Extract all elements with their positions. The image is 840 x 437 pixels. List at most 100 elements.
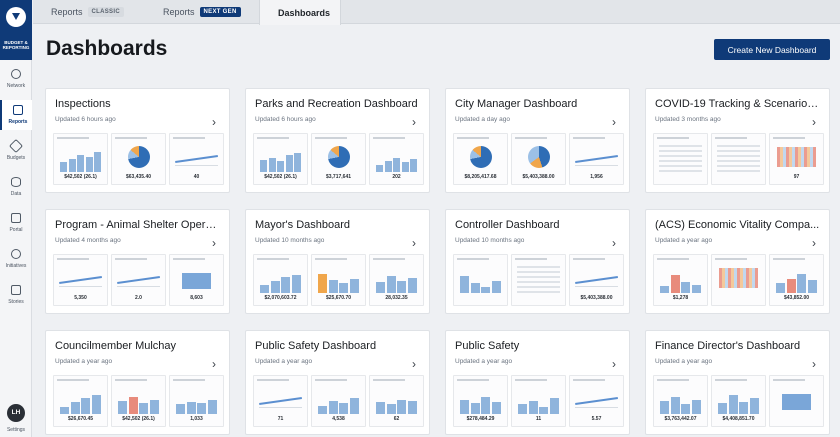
preview-widget bbox=[769, 375, 824, 427]
widget-value: $8,205,417.68 bbox=[464, 174, 497, 180]
tab-bar: Reports CLASSIC Reports NEXT GEN Dashboa… bbox=[33, 0, 840, 25]
chevron-right-icon[interactable]: › bbox=[612, 357, 616, 371]
card-updated: Updated 3 months ago bbox=[655, 116, 721, 123]
card-updated: Updated a year ago bbox=[455, 358, 513, 365]
widget-value: 1,033 bbox=[190, 416, 203, 422]
rail-item-label: Data bbox=[10, 191, 22, 197]
widget-value: $42,502 (26.1) bbox=[264, 174, 297, 180]
widget-value: $3,717,641 bbox=[325, 174, 352, 180]
card-title: Parks and Recreation Dashboard bbox=[255, 98, 418, 110]
preview-widget bbox=[511, 254, 566, 306]
card-updated: Updated a year ago bbox=[655, 237, 713, 244]
next-gen-badge: NEXT GEN bbox=[199, 7, 241, 17]
tab-dashboards[interactable]: Dashboards bbox=[259, 0, 341, 25]
rail-item-data[interactable]: Data bbox=[0, 172, 32, 202]
dashboard-card[interactable]: City Manager Dashboard Updated a day ago… bbox=[445, 88, 630, 193]
dashboard-card[interactable]: COVID-19 Tracking & Scenario P... Update… bbox=[645, 88, 830, 193]
create-new-dashboard-button[interactable]: Create New Dashboard bbox=[714, 39, 830, 60]
chevron-right-icon[interactable]: › bbox=[212, 115, 216, 129]
dashboard-card[interactable]: Public Safety Updated a year ago › $278,… bbox=[445, 330, 630, 435]
rail-item-label: Budgets bbox=[6, 155, 26, 161]
rail-item-label: Stories bbox=[8, 299, 24, 305]
card-updated: Updated a day ago bbox=[455, 116, 510, 123]
card-preview: 97 bbox=[653, 133, 824, 185]
preview-widget: $63,435.40 bbox=[111, 133, 166, 185]
card-preview: $1,278 $43,852.00 bbox=[653, 254, 824, 306]
preview-widget: 1,033 bbox=[169, 375, 224, 427]
dashboard-card[interactable]: Inspections Updated 6 hours ago › $42,50… bbox=[45, 88, 230, 193]
rail-item-reports[interactable]: Reports bbox=[0, 100, 32, 130]
card-updated: Updated a year ago bbox=[55, 358, 113, 365]
card-preview: 71 4,538 62 bbox=[253, 375, 424, 427]
chevron-right-icon[interactable]: › bbox=[412, 115, 416, 129]
card-updated: Updated a year ago bbox=[655, 358, 713, 365]
dashboard-card[interactable]: Parks and Recreation Dashboard Updated 6… bbox=[245, 88, 430, 193]
rail-item-initiatives[interactable]: Initiatives bbox=[0, 244, 32, 274]
chevron-right-icon[interactable]: › bbox=[812, 236, 816, 250]
dashboard-card[interactable]: Mayor's Dashboard Updated 10 months ago … bbox=[245, 209, 430, 314]
rail-item-network[interactable]: Network bbox=[0, 64, 32, 94]
preview-widget: 5.57 bbox=[569, 375, 624, 427]
chevron-right-icon[interactable]: › bbox=[412, 236, 416, 250]
dashboard-card[interactable]: Councilmember Mulchay Updated a year ago… bbox=[45, 330, 230, 435]
card-preview: $3,763,442.07 $4,408,851.70 bbox=[653, 375, 824, 427]
widget-value: $26,670.45 bbox=[67, 416, 94, 422]
card-title: Public Safety Dashboard bbox=[255, 340, 377, 352]
preview-widget: 28,032.35 bbox=[369, 254, 424, 306]
user-avatar[interactable]: LH bbox=[7, 404, 25, 422]
brand-block[interactable]: BUDGET & REPORTING bbox=[0, 0, 32, 60]
preview-widget: $8,205,417.68 bbox=[453, 133, 508, 185]
chevron-right-icon[interactable]: › bbox=[812, 115, 816, 129]
card-updated: Updated 4 months ago bbox=[55, 237, 121, 244]
preview-widget: $25,670.70 bbox=[311, 254, 366, 306]
chevron-right-icon[interactable]: › bbox=[612, 236, 616, 250]
preview-widget: $5,403,388.00 bbox=[569, 254, 624, 306]
tab-reports-next-gen[interactable]: Reports NEXT GEN bbox=[145, 0, 259, 24]
left-rail: BUDGET & REPORTING Network Reports Budge… bbox=[0, 0, 32, 437]
story-icon bbox=[11, 285, 21, 295]
widget-value: 28,032.35 bbox=[385, 295, 408, 301]
card-updated: Updated 6 hours ago bbox=[255, 116, 316, 123]
app-logo-icon bbox=[6, 7, 26, 27]
chevron-right-icon[interactable]: › bbox=[212, 236, 216, 250]
preview-widget: $2,070,603.72 bbox=[253, 254, 308, 306]
card-preview: $2,070,603.72 $25,670.70 28,032.35 bbox=[253, 254, 424, 306]
rail-item-label: Portal bbox=[9, 227, 23, 233]
dashboard-card[interactable]: Controller Dashboard Updated 10 months a… bbox=[445, 209, 630, 314]
preview-widget: 71 bbox=[253, 375, 308, 427]
card-title: Program - Animal Shelter Opera... bbox=[55, 219, 220, 231]
page-title: Dashboards bbox=[46, 37, 168, 60]
rail-item-budgets[interactable]: Budgets bbox=[0, 136, 32, 166]
preview-widget: $278,484.29 bbox=[453, 375, 508, 427]
dashboard-card[interactable]: Finance Director's Dashboard Updated a y… bbox=[645, 330, 830, 435]
card-preview: $42,502 (26.1) $3,717,641 202 bbox=[253, 133, 424, 185]
card-title: Mayor's Dashboard bbox=[255, 219, 351, 231]
widget-value: 5.57 bbox=[591, 416, 602, 422]
dashboard-card[interactable]: Public Safety Dashboard Updated a year a… bbox=[245, 330, 430, 435]
card-title: (ACS) Economic Vitality Compa... bbox=[655, 219, 820, 231]
rail-item-portal[interactable]: Portal bbox=[0, 208, 32, 238]
widget-value: $5,403,388.00 bbox=[522, 174, 555, 180]
card-updated: Updated 6 hours ago bbox=[55, 116, 116, 123]
preview-widget: 1,956 bbox=[569, 133, 624, 185]
widget-value: 2.0 bbox=[135, 295, 142, 301]
chevron-right-icon[interactable]: › bbox=[212, 357, 216, 371]
widget-value: $43,852.00 bbox=[783, 295, 810, 301]
preview-widget: 11 bbox=[511, 375, 566, 427]
preview-widget: 40 bbox=[169, 133, 224, 185]
building-icon bbox=[11, 213, 21, 223]
preview-widget: $42,502 (26.1) bbox=[53, 133, 108, 185]
tab-reports-classic[interactable]: Reports CLASSIC bbox=[33, 0, 145, 24]
tab-label: Reports bbox=[51, 7, 83, 17]
dashboard-card[interactable]: (ACS) Economic Vitality Compa... Updated… bbox=[645, 209, 830, 314]
chevron-right-icon[interactable]: › bbox=[412, 357, 416, 371]
widget-value: 97 bbox=[793, 174, 800, 180]
preview-widget: 62 bbox=[369, 375, 424, 427]
chevron-right-icon[interactable]: › bbox=[612, 115, 616, 129]
card-title: Inspections bbox=[55, 98, 111, 110]
settings-label[interactable]: Settings bbox=[6, 427, 26, 433]
chevron-right-icon[interactable]: › bbox=[812, 357, 816, 371]
dashboard-card[interactable]: Program - Animal Shelter Opera... Update… bbox=[45, 209, 230, 314]
globe-icon bbox=[11, 69, 21, 79]
rail-item-stories[interactable]: Stories bbox=[0, 280, 32, 310]
